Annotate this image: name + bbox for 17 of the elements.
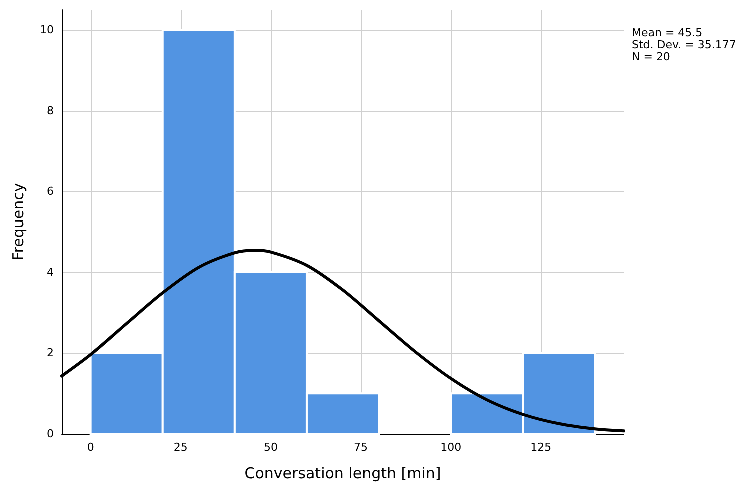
y-axis-title: Frequency: [10, 183, 28, 261]
x-axis-title: Conversation length [min]: [244, 464, 442, 482]
y-tick-label: 2: [47, 346, 54, 360]
x-tick-label: 0: [87, 441, 94, 454]
x-tick-label: 75: [354, 441, 368, 454]
y-tick-label: 0: [47, 428, 54, 440]
y-tick-label: 4: [47, 266, 54, 279]
text: Std. Dev. = 35.177: [632, 38, 736, 52]
text: Mean = 45.5: [632, 26, 703, 40]
text: N = 20: [632, 50, 670, 64]
x-tick-label: 125: [530, 441, 552, 454]
y-tick-label: 6: [47, 185, 54, 198]
x-tick-label: 25: [174, 441, 188, 454]
y-tick-label: 10: [40, 24, 54, 37]
x-tick-label: 50: [264, 441, 278, 454]
y-tick-label: 8: [47, 104, 54, 118]
x-tick-label: 100: [440, 441, 462, 454]
